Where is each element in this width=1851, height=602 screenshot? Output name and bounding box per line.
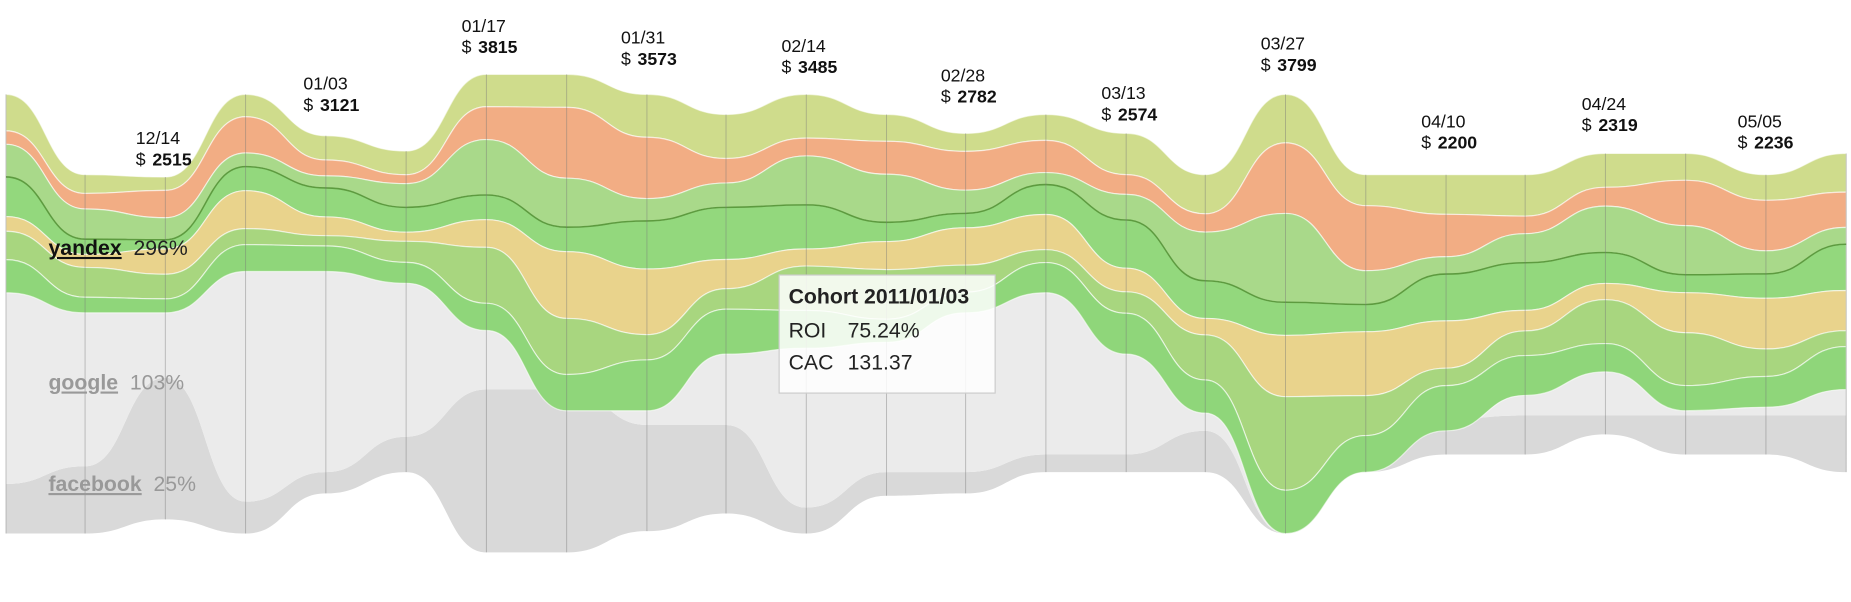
total-label: 3799 [1277,55,1317,75]
date-label: 04/24 [1582,94,1626,114]
date-label: 01/03 [303,74,347,94]
date-label: 01/17 [462,16,506,36]
date-label: 02/28 [941,65,985,85]
total-label: 2200 [1438,133,1478,153]
tooltip-title: Cohort 2011/01/03 [789,284,970,308]
total-label: 3573 [637,49,677,69]
tooltip: Cohort 2011/01/03 ROI 75.24% CAC 131.37 [778,274,996,394]
tooltip-value: 131.37 [848,350,913,374]
channel-roi: 103% [130,371,184,395]
total-label: 2574 [1118,104,1158,124]
currency: $ [136,149,146,169]
currency: $ [1738,133,1748,153]
currency: $ [462,37,472,57]
tooltip-value: 75.24% [848,319,920,343]
total-label: 2515 [152,149,192,169]
grid [5,74,1847,553]
total-label: 3485 [798,57,838,77]
currency: $ [621,49,631,69]
channel-roi: 296% [133,236,187,260]
date-label: 02/14 [781,36,825,56]
channel-roi: 25% [154,472,197,496]
tooltip-label: CAC [789,350,834,374]
date-label: 05/05 [1738,111,1782,131]
tooltip-box [778,274,996,394]
streams [5,73,1847,553]
google-stream [5,271,1847,534]
channel-name[interactable]: facebook [48,472,141,496]
currency: $ [1261,55,1271,75]
facebook-stream [5,377,1847,553]
total-label: 2782 [957,87,997,107]
currency: $ [303,95,313,115]
total-label: 2319 [1598,115,1638,135]
tooltip-label: ROI [789,319,827,343]
highlight-line [5,165,1847,306]
date-label: 03/27 [1261,34,1305,54]
currency: $ [781,57,791,77]
date-label: 12/14 [136,128,180,148]
total-label: 3121 [320,95,360,115]
channel-name[interactable]: google [48,371,118,395]
total-label: 3815 [478,37,518,57]
channel-name[interactable]: yandex [48,236,121,260]
currency: $ [1421,133,1431,153]
yandex-band [5,244,1847,535]
total-label: 2236 [1754,133,1794,153]
date-label: 01/31 [621,28,665,48]
currency: $ [1101,104,1111,124]
date-label: 03/13 [1101,83,1145,103]
currency: $ [941,87,951,107]
currency: $ [1582,115,1592,135]
date-label: 04/10 [1421,111,1465,131]
